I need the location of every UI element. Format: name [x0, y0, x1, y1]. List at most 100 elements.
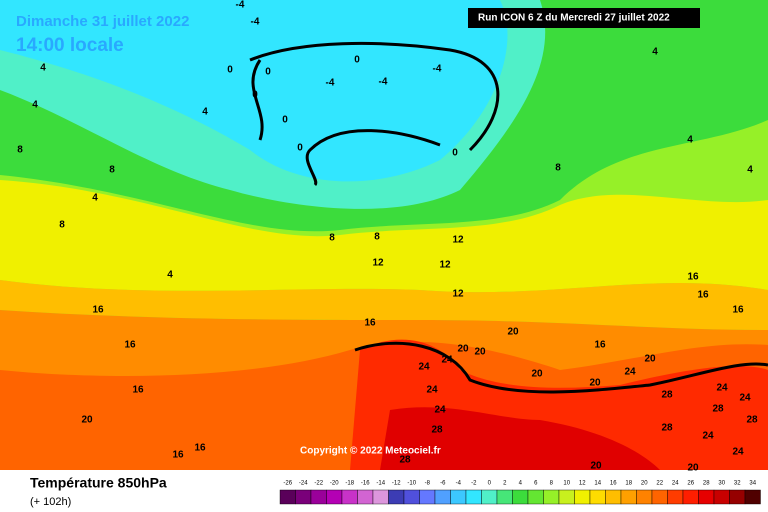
contour-label: 24 [426, 385, 438, 396]
contour-label: 24 [716, 383, 728, 394]
contour-label: -4 [251, 17, 260, 28]
contour-label: 4 [167, 270, 173, 281]
scale-swatch [388, 489, 405, 505]
contour-label: 28 [712, 404, 724, 415]
run-box [468, 8, 700, 28]
contour-label: 0 [354, 55, 360, 66]
scale-label: 6 [534, 481, 538, 487]
scale-swatch [698, 489, 715, 505]
contour-label: 20 [687, 463, 699, 474]
scale-label: 26 [687, 481, 694, 487]
contour-labels: -4 -4 0 -4 -4 -4 0 0 0 0 0 0 4 4 4 4 4 4 4 4 8 8 8 8 8 8 12 12 12 12 1… [17, 0, 758, 474]
scale-swatch [574, 489, 591, 505]
contour-label: 24 [434, 405, 446, 416]
contour-label: 24 [739, 393, 751, 404]
scale-swatch [558, 489, 575, 505]
scale-swatch [496, 489, 513, 505]
scale-label: 16 [610, 481, 617, 487]
contour-label: 20 [457, 344, 469, 355]
contour-label: 12 [452, 235, 464, 246]
scale-label: 30 [718, 481, 725, 487]
contour-label: -4 [379, 77, 388, 88]
contour-label: 4 [652, 47, 658, 58]
contour-label: 4 [747, 165, 753, 176]
color-scale: -26 -24 -22 -20 -18 -16 -14 -12 -10 -8 -6 -4 -2 0 2 4 6 8… [279, 481, 761, 505]
contour-label: 24 [441, 355, 453, 366]
scale-swatch [620, 489, 637, 505]
contour-label: 16 [687, 272, 699, 283]
scale-swatch [527, 489, 544, 505]
scale-swatch [713, 489, 730, 505]
scale-swatch [543, 489, 560, 505]
scale-swatch [326, 489, 343, 505]
scale-label: 32 [734, 481, 741, 487]
scale-label: 0 [488, 481, 492, 487]
scale-swatch [636, 489, 653, 505]
contour-label: 16 [732, 305, 744, 316]
contour-label: 24 [702, 431, 714, 442]
scale-label: 28 [703, 481, 710, 487]
scale-swatch [295, 489, 312, 505]
contour-label: -4 [236, 0, 245, 11]
contour-label: 16 [132, 385, 144, 396]
contour-label: 20 [589, 378, 601, 389]
contour-label: 24 [624, 367, 636, 378]
contour-label: 0 [265, 67, 271, 78]
scale-label: -24 [299, 481, 308, 487]
contour-label: 8 [329, 233, 335, 244]
scale-swatch [341, 489, 358, 505]
scale-swatch [419, 489, 436, 505]
contour-label: 20 [507, 327, 519, 338]
scale-label: 20 [641, 481, 648, 487]
scale-swatch [682, 489, 699, 505]
twenty-isotherm [354, 341, 768, 394]
contour-label: 28 [431, 425, 443, 436]
scale-label: -22 [314, 481, 323, 487]
scale-swatch [512, 489, 529, 505]
scale-swatch [434, 489, 451, 505]
scale-label: 34 [749, 481, 756, 487]
scale-swatch [744, 489, 761, 505]
contour-label: 4 [40, 63, 46, 74]
scale-swatch [357, 489, 374, 505]
date: Dimanche 31 juillet 2022 [16, 13, 189, 30]
scale-label: 24 [672, 481, 679, 487]
contour-label: 16 [194, 443, 206, 454]
scale-label: -6 [440, 481, 446, 487]
contour-label: 8 [109, 165, 115, 176]
copyright: Copyright © 2022 Meteociel.fr [300, 446, 441, 457]
scale-label: -14 [376, 481, 385, 487]
run-info: Run ICON 6 Z du Mercredi 27 juillet 2022 [478, 13, 670, 24]
scale-swatch [450, 489, 467, 505]
contour-label: 20 [81, 415, 93, 426]
light-orange-zone [0, 280, 768, 330]
scale-label: 18 [625, 481, 632, 487]
contour-label: 4 [92, 193, 98, 204]
scale-swatch [310, 489, 327, 505]
legend-subtitle: (+ 102h) [30, 496, 71, 508]
contour-label: 0 [452, 148, 458, 159]
scale-label: 2 [503, 481, 507, 487]
scale-swatch [372, 489, 389, 505]
scale-swatch [589, 489, 606, 505]
time: 14:00 locale [16, 35, 124, 56]
contour-label: 28 [661, 390, 673, 401]
scale-label: -18 [345, 481, 354, 487]
contour-label: 28 [746, 415, 758, 426]
contour-label: 28 [661, 423, 673, 434]
scale-swatch [481, 489, 498, 505]
contour-label: 8 [374, 232, 380, 243]
contour-label: 20 [474, 347, 486, 358]
contour-label: 16 [594, 340, 606, 351]
zero-isotherm [249, 41, 500, 187]
scale-label: -10 [407, 481, 416, 487]
contour-label: 12 [439, 260, 451, 271]
contour-label: 0 [252, 90, 258, 101]
legend-title: Température 850hPa [30, 475, 167, 491]
contour-label: 20 [644, 354, 656, 365]
contour-label: 24 [418, 362, 430, 373]
contour-label: 16 [124, 340, 136, 351]
scale-label: -2 [471, 481, 477, 487]
contour-label: 16 [364, 318, 376, 329]
scale-label: 10 [563, 481, 570, 487]
